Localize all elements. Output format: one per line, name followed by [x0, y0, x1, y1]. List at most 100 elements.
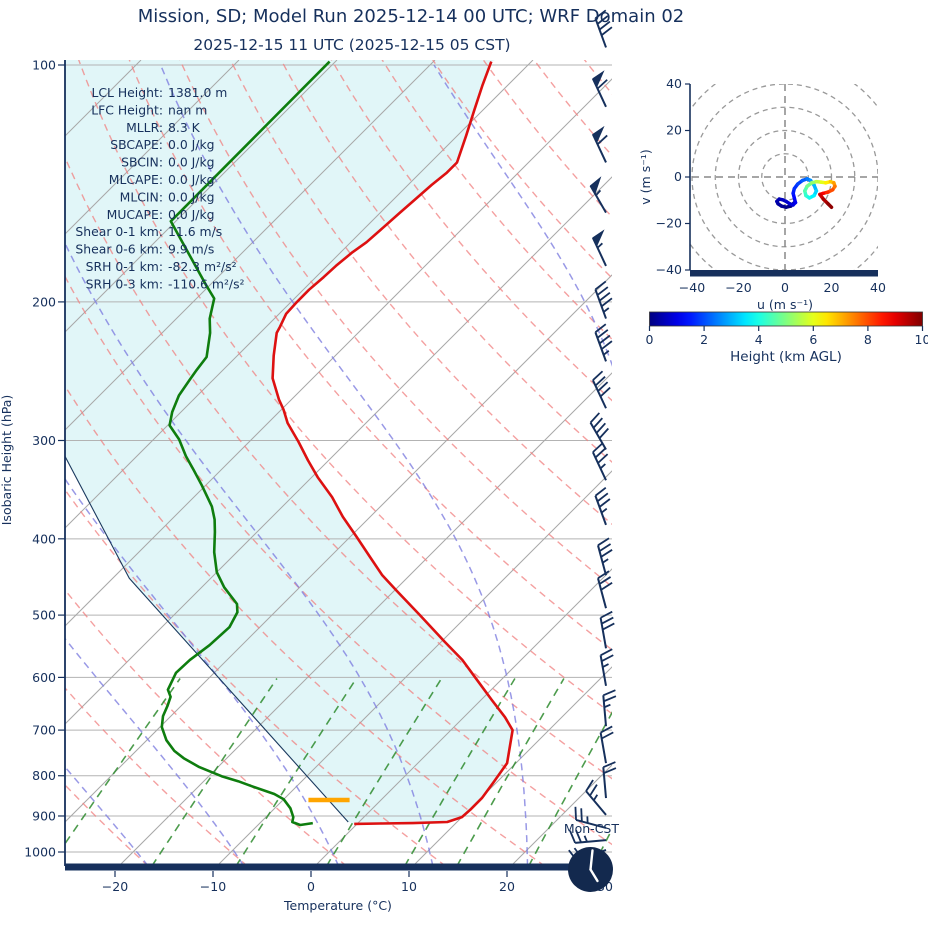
parameter-label: MLLR: [126, 120, 163, 135]
colorbar-tick-label: 0 [646, 332, 654, 347]
barb-full [601, 583, 612, 590]
dry-adiabat [483, 60, 928, 867]
hodo-vtick-label: 20 [666, 123, 682, 138]
trace-segment [828, 204, 831, 207]
colorbar-tick-label: 2 [700, 332, 708, 347]
wind-barb [591, 413, 609, 450]
barb-full [603, 623, 615, 629]
clock-icon [568, 847, 613, 892]
dry-adiabat [584, 60, 928, 867]
parameter-value: 0.0 J/kg [168, 137, 215, 152]
barb-half [603, 664, 609, 667]
parameter-value: 0.0 J/kg [168, 207, 215, 222]
parameter-value: 8.3 K [168, 120, 201, 135]
bottom-axis-bar [65, 864, 612, 871]
colorbar-gradient [650, 312, 923, 326]
hodograph-xlabel: u (m s⁻¹) [757, 297, 813, 312]
wind-barb [595, 488, 609, 525]
colorbar-label: Height (km AGL) [730, 349, 842, 365]
parameter-value: nan m [168, 102, 207, 117]
parameter-value: 0.0 J/kg [168, 172, 215, 187]
timezone-label: Mon-CST [564, 821, 620, 836]
temperature-tick-label: 0 [307, 879, 315, 894]
hodo-vtick-label: −20 [656, 216, 682, 231]
barb-full [601, 649, 613, 655]
parameter-value: -82.3 m²/s² [168, 259, 237, 274]
barb-full [601, 550, 612, 557]
barb-half [602, 509, 607, 513]
wind-barb-column [569, 10, 616, 860]
parameter-value: 0.0 J/kg [168, 155, 215, 170]
barb-full [602, 618, 614, 624]
barb-full [600, 429, 609, 439]
pressure-tick-label: 100 [32, 58, 56, 73]
colorbar-tick-label: 4 [755, 332, 763, 347]
barb-full [594, 418, 603, 428]
temperature-tick-label: 20 [499, 879, 515, 894]
barb-half [585, 836, 588, 842]
pressure-tick-label: 400 [32, 531, 56, 546]
barb-full [600, 293, 610, 301]
parameter-value: 1381.0 m [168, 85, 227, 100]
barb-full [593, 443, 603, 452]
figure-subtitle: 2025-12-15 11 UTC (2025-12-15 05 CST) [193, 36, 510, 54]
pressure-tick-label: 700 [32, 723, 56, 738]
hodograph-rings [669, 61, 902, 294]
parameter-value: -110.6 m²/s² [168, 276, 245, 291]
barb-half [598, 243, 603, 247]
barb-half [603, 559, 609, 563]
barb-full [600, 499, 610, 507]
barb-full [604, 696, 616, 701]
hodo-utick-label: −40 [679, 280, 705, 295]
dry-adiabat [837, 60, 928, 867]
parameter-value: 0.0 J/kg [168, 189, 215, 204]
hodo-utick-label: −20 [725, 280, 751, 295]
pressure-tick-label: 300 [32, 433, 56, 448]
temperature-tick-label: −10 [200, 879, 226, 894]
pressure-tick-label: 900 [32, 808, 56, 823]
hodo-vtick-label: −40 [656, 262, 682, 277]
isotherm-line [609, 60, 928, 866]
pressure-tick-label: 1000 [24, 845, 56, 860]
barb-full [595, 488, 605, 496]
barb-full [575, 807, 576, 820]
barb-half [604, 705, 610, 708]
figure-title: Mission, SD; Model Run 2025-12-14 00 UTC… [138, 6, 685, 27]
hodo-vtick-label: 0 [674, 169, 682, 184]
temperature-tick-label: −20 [102, 879, 128, 894]
barb-full [593, 371, 603, 380]
parameter-label: SBCIN: [121, 155, 163, 170]
wind-barb [595, 281, 612, 318]
barb-half [594, 795, 598, 801]
colorbar-tick-label: 10 [915, 332, 928, 347]
hodo-utick-label: 0 [781, 280, 789, 295]
barb-full [603, 690, 615, 695]
parameter-label: SBCAPE: [110, 137, 163, 152]
barb-full [598, 454, 608, 463]
wind-barb [598, 538, 612, 575]
wind-barb [593, 127, 607, 162]
skewt-ylabel: Isobaric Height (hPa) [0, 395, 14, 526]
wind-barb [598, 571, 612, 608]
hodo-utick-label: 40 [870, 280, 886, 295]
parameter-label: Shear 0-6 km: [75, 242, 163, 257]
mixing-ratio-line [641, 679, 736, 867]
barb-full [597, 423, 606, 433]
temperature-tick-label: 10 [401, 879, 417, 894]
barb-shaft [586, 791, 606, 815]
hodo-bottom-bar [690, 270, 878, 277]
pressure-tick-label: 200 [32, 294, 56, 309]
parameter-label: LCL Height: [91, 85, 163, 100]
barb-full [598, 382, 608, 391]
isotherm-line [511, 60, 928, 866]
parameter-label: SRH 0-3 km: [86, 276, 163, 291]
barb-full [581, 808, 582, 821]
barb-full [602, 732, 614, 738]
dry-adiabat [534, 60, 928, 867]
barb-full [604, 768, 616, 773]
hodo-vtick-label: 40 [666, 76, 682, 91]
wind-barb [586, 780, 606, 815]
barb-full [595, 449, 605, 458]
